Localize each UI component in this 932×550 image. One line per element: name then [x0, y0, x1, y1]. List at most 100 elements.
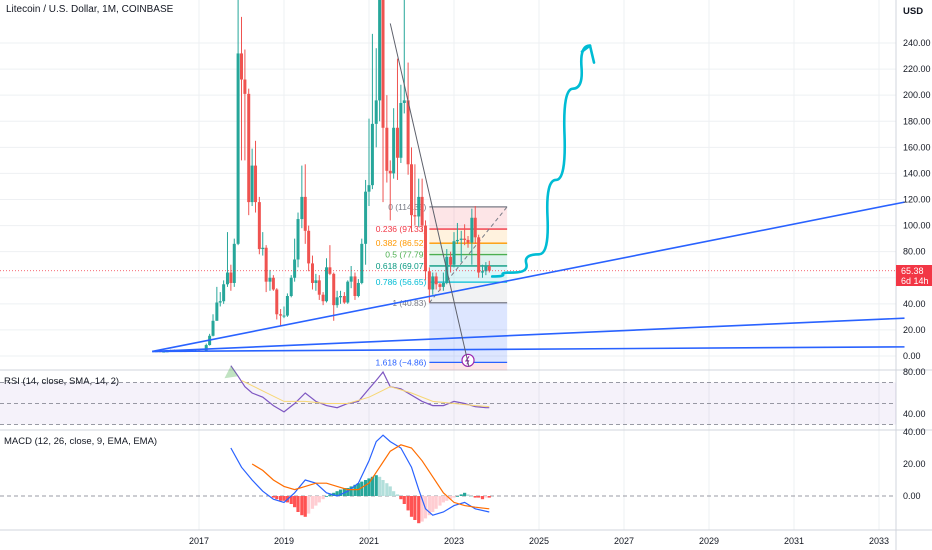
candle-body — [441, 282, 445, 287]
candle-body — [285, 296, 289, 316]
candle-body — [374, 100, 378, 124]
rsi-series-line — [241, 379, 490, 408]
candle-body — [261, 247, 265, 250]
candle-body — [370, 123, 374, 186]
candle-body — [346, 281, 350, 303]
macd-histogram-bar — [338, 489, 343, 496]
candle-body — [473, 217, 477, 238]
macd-histogram-bar — [310, 496, 315, 509]
fib-level-label: 0.5 (77.79) — [385, 250, 426, 260]
rsi-tick-label: 40.00 — [903, 409, 926, 419]
macd-histogram-bar — [364, 480, 368, 496]
candle-body — [218, 301, 222, 303]
candle-body — [314, 280, 318, 283]
candle-body — [240, 53, 243, 80]
candle-body — [215, 302, 219, 321]
candle-body — [484, 266, 488, 272]
macd-histogram-bar — [378, 476, 382, 496]
candle-body — [321, 294, 325, 302]
projection-arrow-curve — [490, 44, 592, 278]
macd-histogram-bar — [300, 496, 304, 516]
candle-body — [470, 217, 474, 243]
candle-body — [360, 243, 364, 283]
fib-zone — [429, 302, 508, 363]
price-tick-label: 100.00 — [903, 221, 931, 231]
candle-body — [349, 276, 353, 282]
macd-histogram-bar — [353, 484, 357, 496]
macd-histogram-bar — [385, 483, 389, 496]
macd-histogram-bar — [367, 478, 371, 496]
macd-histogram-bar — [349, 486, 353, 496]
macd-histogram-bar — [360, 481, 364, 496]
candle-body — [410, 164, 413, 216]
candle-body — [353, 276, 357, 297]
candle-body — [250, 165, 254, 203]
candle-body — [459, 238, 463, 240]
macd-histogram-bar — [477, 496, 481, 498]
price-tick-label: 200.00 — [903, 90, 931, 100]
fib-zone — [429, 265, 508, 283]
macd-pane — [0, 434, 896, 524]
time-tick-label: 2023 — [444, 536, 464, 546]
fib-level-label: 1.618 (−4.86) — [376, 357, 427, 367]
macd-histogram-bar — [346, 488, 350, 496]
candle-body — [392, 127, 396, 174]
candle-body — [420, 196, 424, 226]
macd-histogram-bar — [321, 496, 325, 500]
price-tick-label: 220.00 — [903, 64, 931, 74]
candle-body — [271, 277, 275, 290]
macd-series-line — [251, 444, 490, 510]
macd-histogram-bar — [388, 486, 392, 496]
macd-tick-label: 0.00 — [903, 491, 921, 501]
candle-body — [264, 247, 268, 282]
candle-body — [247, 93, 251, 203]
macd-label[interactable]: MACD (12, 26, close, 9, EMA, EMA) — [4, 436, 158, 447]
candle-body — [424, 225, 428, 272]
candle-body — [282, 315, 286, 317]
price-tick-label: 0.00 — [903, 351, 921, 361]
macd-histogram-bar — [271, 496, 275, 498]
time-tick-label: 2031 — [784, 536, 804, 546]
candle-body — [406, 100, 410, 165]
macd-histogram-bar — [314, 496, 318, 506]
candle-body — [449, 256, 453, 265]
trendline — [152, 346, 905, 353]
candle-body — [279, 314, 283, 316]
candle-body — [342, 296, 346, 303]
macd-histogram-bar — [427, 496, 431, 516]
time-tick-label: 2027 — [614, 536, 634, 546]
candle-body — [243, 79, 247, 94]
fib-retracement[interactable]: 0 (114.35) 0.236 (97.33) 0.382 (86.52) 0.5 … — [376, 202, 508, 371]
macd-histogram-bar — [445, 496, 449, 501]
candle-body — [268, 277, 272, 282]
candle-body — [434, 276, 438, 285]
candle-body — [413, 215, 417, 217]
macd-histogram-bar — [328, 494, 332, 496]
candle-body — [431, 276, 435, 290]
candle-body — [402, 100, 406, 103]
symbol-title[interactable]: Litecoin / U.S. Dollar, 1M, COINBASE — [6, 4, 174, 15]
candle-body — [254, 165, 258, 203]
fib-level-label: 0.236 (97.33) — [376, 224, 427, 234]
macd-histogram-bar — [406, 496, 410, 511]
candle-body — [364, 191, 368, 244]
time-tick-label: 2021 — [359, 536, 379, 546]
macd-histogram-bar — [303, 496, 307, 517]
price-candles — [0, 0, 896, 353]
candle-body — [275, 289, 279, 315]
macd-histogram-bar — [417, 496, 421, 524]
candle-body — [452, 241, 456, 265]
macd-histogram-bar — [381, 480, 385, 496]
price-tick-label: 20.00 — [903, 325, 926, 335]
macd-histogram-bar — [282, 496, 286, 501]
rsi-label[interactable]: RSI (14, close, SMA, 14, 2) — [4, 376, 120, 387]
drawn-trendlines[interactable] — [152, 23, 905, 367]
currency-label[interactable]: USD — [903, 6, 924, 17]
macd-histogram-bar — [431, 496, 435, 512]
candle-body — [328, 267, 332, 274]
macd-histogram-bar — [484, 496, 488, 498]
macd-histogram-bar — [293, 496, 297, 508]
macd-histogram-bar — [420, 496, 424, 522]
